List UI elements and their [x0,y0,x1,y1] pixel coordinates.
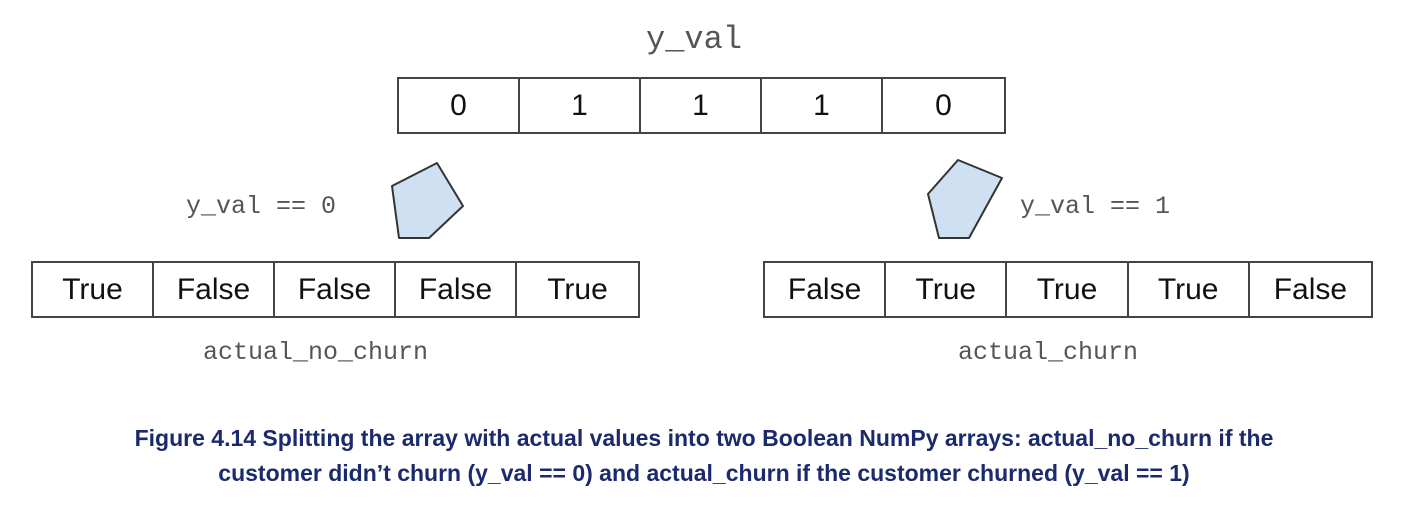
top-array-cell: 0 [399,79,520,132]
left-array-name: actual_no_churn [203,338,429,367]
left-array-cell: False [396,263,517,316]
top-array-label: y_val [646,21,743,58]
right-array-cell: True [1007,263,1129,316]
top-array-y-val: 0 1 1 1 0 [397,77,1006,134]
top-array-cell: 0 [935,88,952,122]
left-array-cell: False [275,263,396,316]
top-array-cell: 1 [520,79,641,132]
right-array-cell: False [1273,272,1348,306]
left-array-cell: True [33,263,154,316]
right-array-cell: False [765,263,887,316]
left-condition-label: y_val == 0 [186,192,337,221]
left-array-cell: False [154,263,275,316]
right-condition-label: y_val == 1 [1020,192,1171,221]
top-array-cell: 1 [641,79,762,132]
left-split-arrow [391,162,464,239]
right-split-arrow [927,159,1003,239]
right-array-cell: True [886,263,1008,316]
right-array-actual-churn: False True True True False [763,261,1373,318]
figure-caption-line-1: Figure 4.14 Splitting the array with act… [134,425,1274,451]
figure-caption-line-2: customer didn’t churn (y_val == 0) and a… [218,460,1190,486]
left-array-cell: True [547,272,608,306]
right-array-name: actual_churn [958,338,1139,367]
left-array-actual-no-churn: True False False False True [31,261,640,318]
top-array-cell: 1 [762,79,883,132]
right-array-cell: True [1129,263,1250,316]
